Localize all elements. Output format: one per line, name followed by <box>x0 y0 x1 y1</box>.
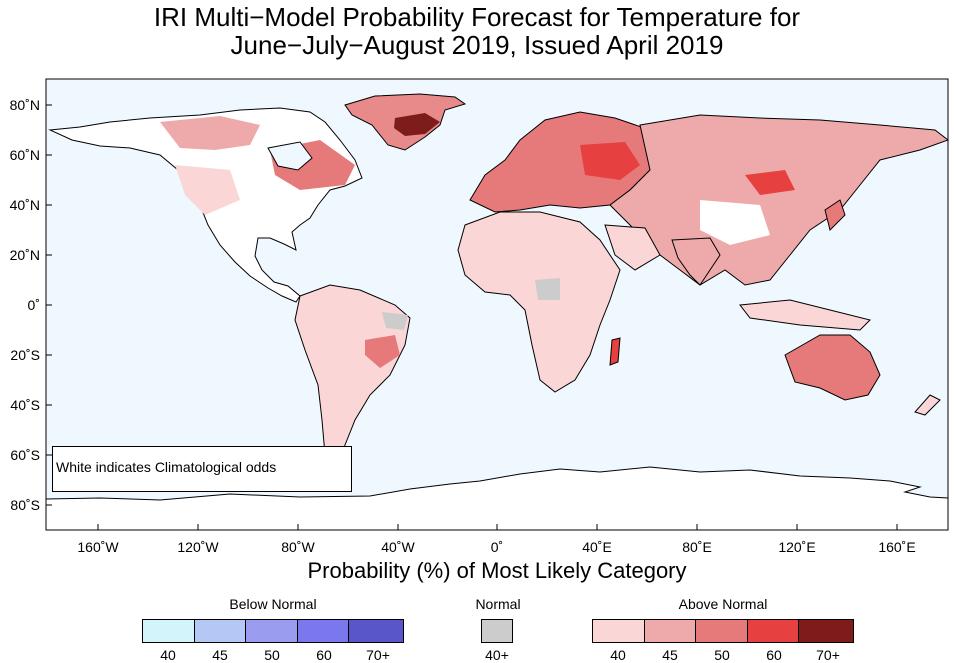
lat-label-0: 0˚ <box>28 297 40 313</box>
arabia <box>604 224 661 271</box>
tick-below-45: 45 <box>212 647 228 663</box>
russia-core <box>580 142 640 180</box>
lat-label-60s: 60˚S <box>10 447 40 463</box>
new-zealand <box>914 394 941 416</box>
hudson-bay <box>267 141 313 171</box>
swatch-above-45 <box>644 620 697 642</box>
lon-label-40w: 40˚W <box>381 539 415 555</box>
greenland-peak <box>394 113 440 136</box>
swatch-below-50 <box>246 620 298 642</box>
legend-below-normal-swatches <box>142 619 404 643</box>
japan <box>824 199 846 231</box>
sa-red <box>365 335 400 368</box>
lon-label-80e: 80˚E <box>682 539 712 555</box>
tick-below-70: 70+ <box>366 647 390 663</box>
tick-below-40: 40 <box>160 647 176 663</box>
legend-above-normal-swatches <box>592 619 854 643</box>
tick-normal-40: 40+ <box>485 647 509 663</box>
indonesia <box>739 299 871 331</box>
swatch-below-60 <box>297 620 350 642</box>
tick-above-40: 40 <box>610 647 626 663</box>
lat-label-40s: 40˚S <box>10 397 40 413</box>
climatology-note: White indicates Climatological odds <box>52 446 352 492</box>
south-america <box>294 284 411 472</box>
antarctica <box>45 466 949 531</box>
tick-below-60: 60 <box>316 647 332 663</box>
asia-hot <box>745 170 795 195</box>
swatch-normal-40 <box>482 620 512 642</box>
tick-above-70: 70+ <box>816 647 840 663</box>
tick-above-45: 45 <box>662 647 678 663</box>
lat-label-60n: 60˚N <box>10 147 40 163</box>
lon-label-120w: 120˚W <box>177 539 219 555</box>
australia <box>784 334 881 401</box>
axis-ticks <box>46 104 898 530</box>
tick-above-60: 60 <box>766 647 782 663</box>
lon-label-40e: 40˚E <box>582 539 612 555</box>
tick-below-50: 50 <box>264 647 280 663</box>
legend-normal-swatches <box>481 619 513 643</box>
swatch-below-45 <box>194 620 247 642</box>
na-west-red <box>175 165 240 215</box>
swatch-above-50 <box>696 620 748 642</box>
lat-label-80n: 80˚N <box>10 97 40 113</box>
africa <box>457 211 621 393</box>
lon-label-160e: 160˚E <box>878 539 915 555</box>
tick-above-50: 50 <box>714 647 730 663</box>
legend-caption: Probability (%) of Most Likely Category <box>307 558 687 583</box>
map-title-line-2: June−July−August 2019, Issued April 2019 <box>230 30 724 60</box>
madagascar <box>609 337 621 366</box>
lat-label-20n: 20˚N <box>10 247 40 263</box>
africa-gray <box>535 278 560 300</box>
legend-normal-label: Normal <box>475 596 521 612</box>
swatch-above-60 <box>747 620 800 642</box>
legend-below-normal-label: Below Normal <box>229 596 317 612</box>
na-north-red <box>160 116 260 150</box>
sa-gray <box>382 312 408 330</box>
legend-above-normal-label: Above Normal <box>678 596 768 612</box>
asia-white <box>700 200 770 245</box>
lon-label-80w: 80˚W <box>281 539 315 555</box>
lon-label-160w: 160˚W <box>77 539 119 555</box>
map-title-line-1: IRI Multi−Model Probability Forecast for… <box>153 2 801 32</box>
swatch-above-40 <box>593 620 645 642</box>
swatch-below-40 <box>143 620 195 642</box>
lat-label-40n: 40˚N <box>10 197 40 213</box>
lon-label-0: 0˚ <box>491 539 503 555</box>
lon-label-120e: 120˚E <box>778 539 815 555</box>
lat-label-20s: 20˚S <box>10 347 40 363</box>
india <box>671 237 721 286</box>
lat-label-80s: 80˚S <box>10 497 40 513</box>
swatch-below-70 <box>349 620 404 642</box>
swatch-above-70 <box>799 620 854 642</box>
